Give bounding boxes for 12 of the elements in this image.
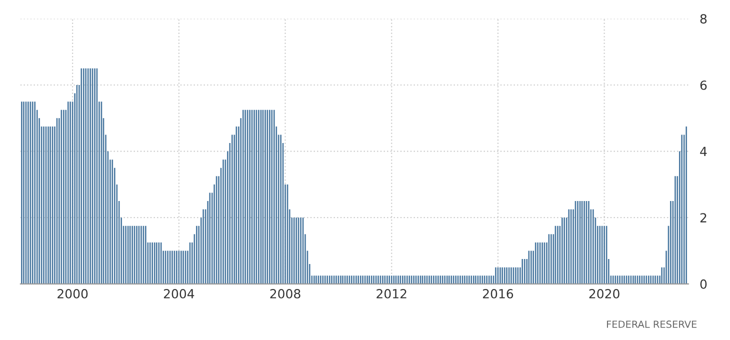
y-tick-label: 8 bbox=[700, 14, 707, 24]
x-tick-label: 2008 bbox=[270, 288, 300, 298]
y-tick-label: 4 bbox=[700, 146, 707, 156]
x-tick-label: 2016 bbox=[482, 288, 514, 298]
x-tick-label: 2012 bbox=[376, 288, 406, 298]
x-tick-label: 2020 bbox=[589, 288, 620, 298]
x-tick-label: 2004 bbox=[164, 288, 194, 298]
text: FEDERAL RESERVE bbox=[606, 320, 697, 328]
y-tick-label: 2 bbox=[700, 213, 706, 222]
y-tick-label: 6 bbox=[700, 80, 707, 90]
y-tick-label: 0 bbox=[700, 279, 707, 289]
x-tick-label: 2000 bbox=[58, 288, 88, 298]
